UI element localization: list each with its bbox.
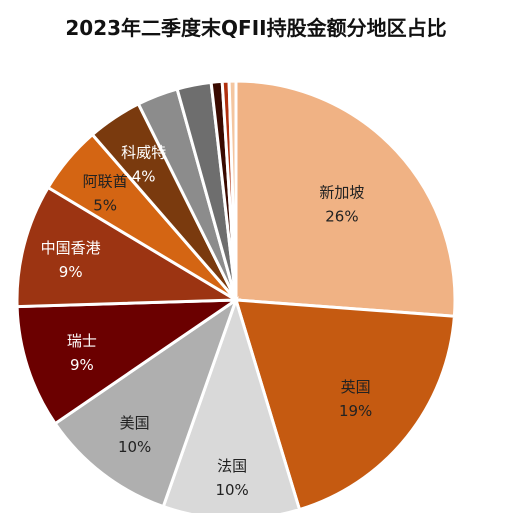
- slice-name-label: 美国: [120, 414, 150, 432]
- slice-name-label: 中国香港: [41, 239, 101, 257]
- pie-slices: [15, 79, 457, 513]
- pie-labels: 新加坡 26% 英国 19% 法国 10% 美国 10% 瑞士 9% 中国香港 9% 阿联酋 5% 科威特 4…: [41, 144, 373, 500]
- slice-name-label: 英国: [341, 378, 371, 396]
- pie-slice: [161, 295, 302, 513]
- slice-percent-label: 10%: [215, 481, 248, 499]
- slice-percent-label: 4%: [132, 168, 156, 186]
- pie-slice: [15, 185, 242, 309]
- pie-slice: [15, 298, 242, 426]
- slice-name-label: 瑞士: [67, 332, 97, 350]
- pie-slice: [227, 79, 238, 301]
- pie-slice: [53, 296, 239, 509]
- slice-name-label: 阿联酋: [83, 172, 128, 190]
- pie-slice: [234, 79, 457, 318]
- slice-percent-label: 10%: [118, 438, 151, 456]
- slice-name-label: 科威特: [121, 144, 166, 162]
- chart-title: 2023年二季度末QFII持股金额分地区占比: [65, 16, 447, 40]
- slice-name-label: 新加坡: [319, 184, 364, 202]
- slice-percent-label: 19%: [339, 402, 372, 420]
- slice-percent-label: 26%: [325, 208, 358, 226]
- slice-percent-label: 9%: [70, 356, 94, 374]
- slice-name-label: 法国: [217, 457, 247, 475]
- pie-slice: [233, 298, 457, 512]
- slice-percent-label: 5%: [93, 196, 117, 214]
- slice-percent-label: 9%: [59, 263, 83, 281]
